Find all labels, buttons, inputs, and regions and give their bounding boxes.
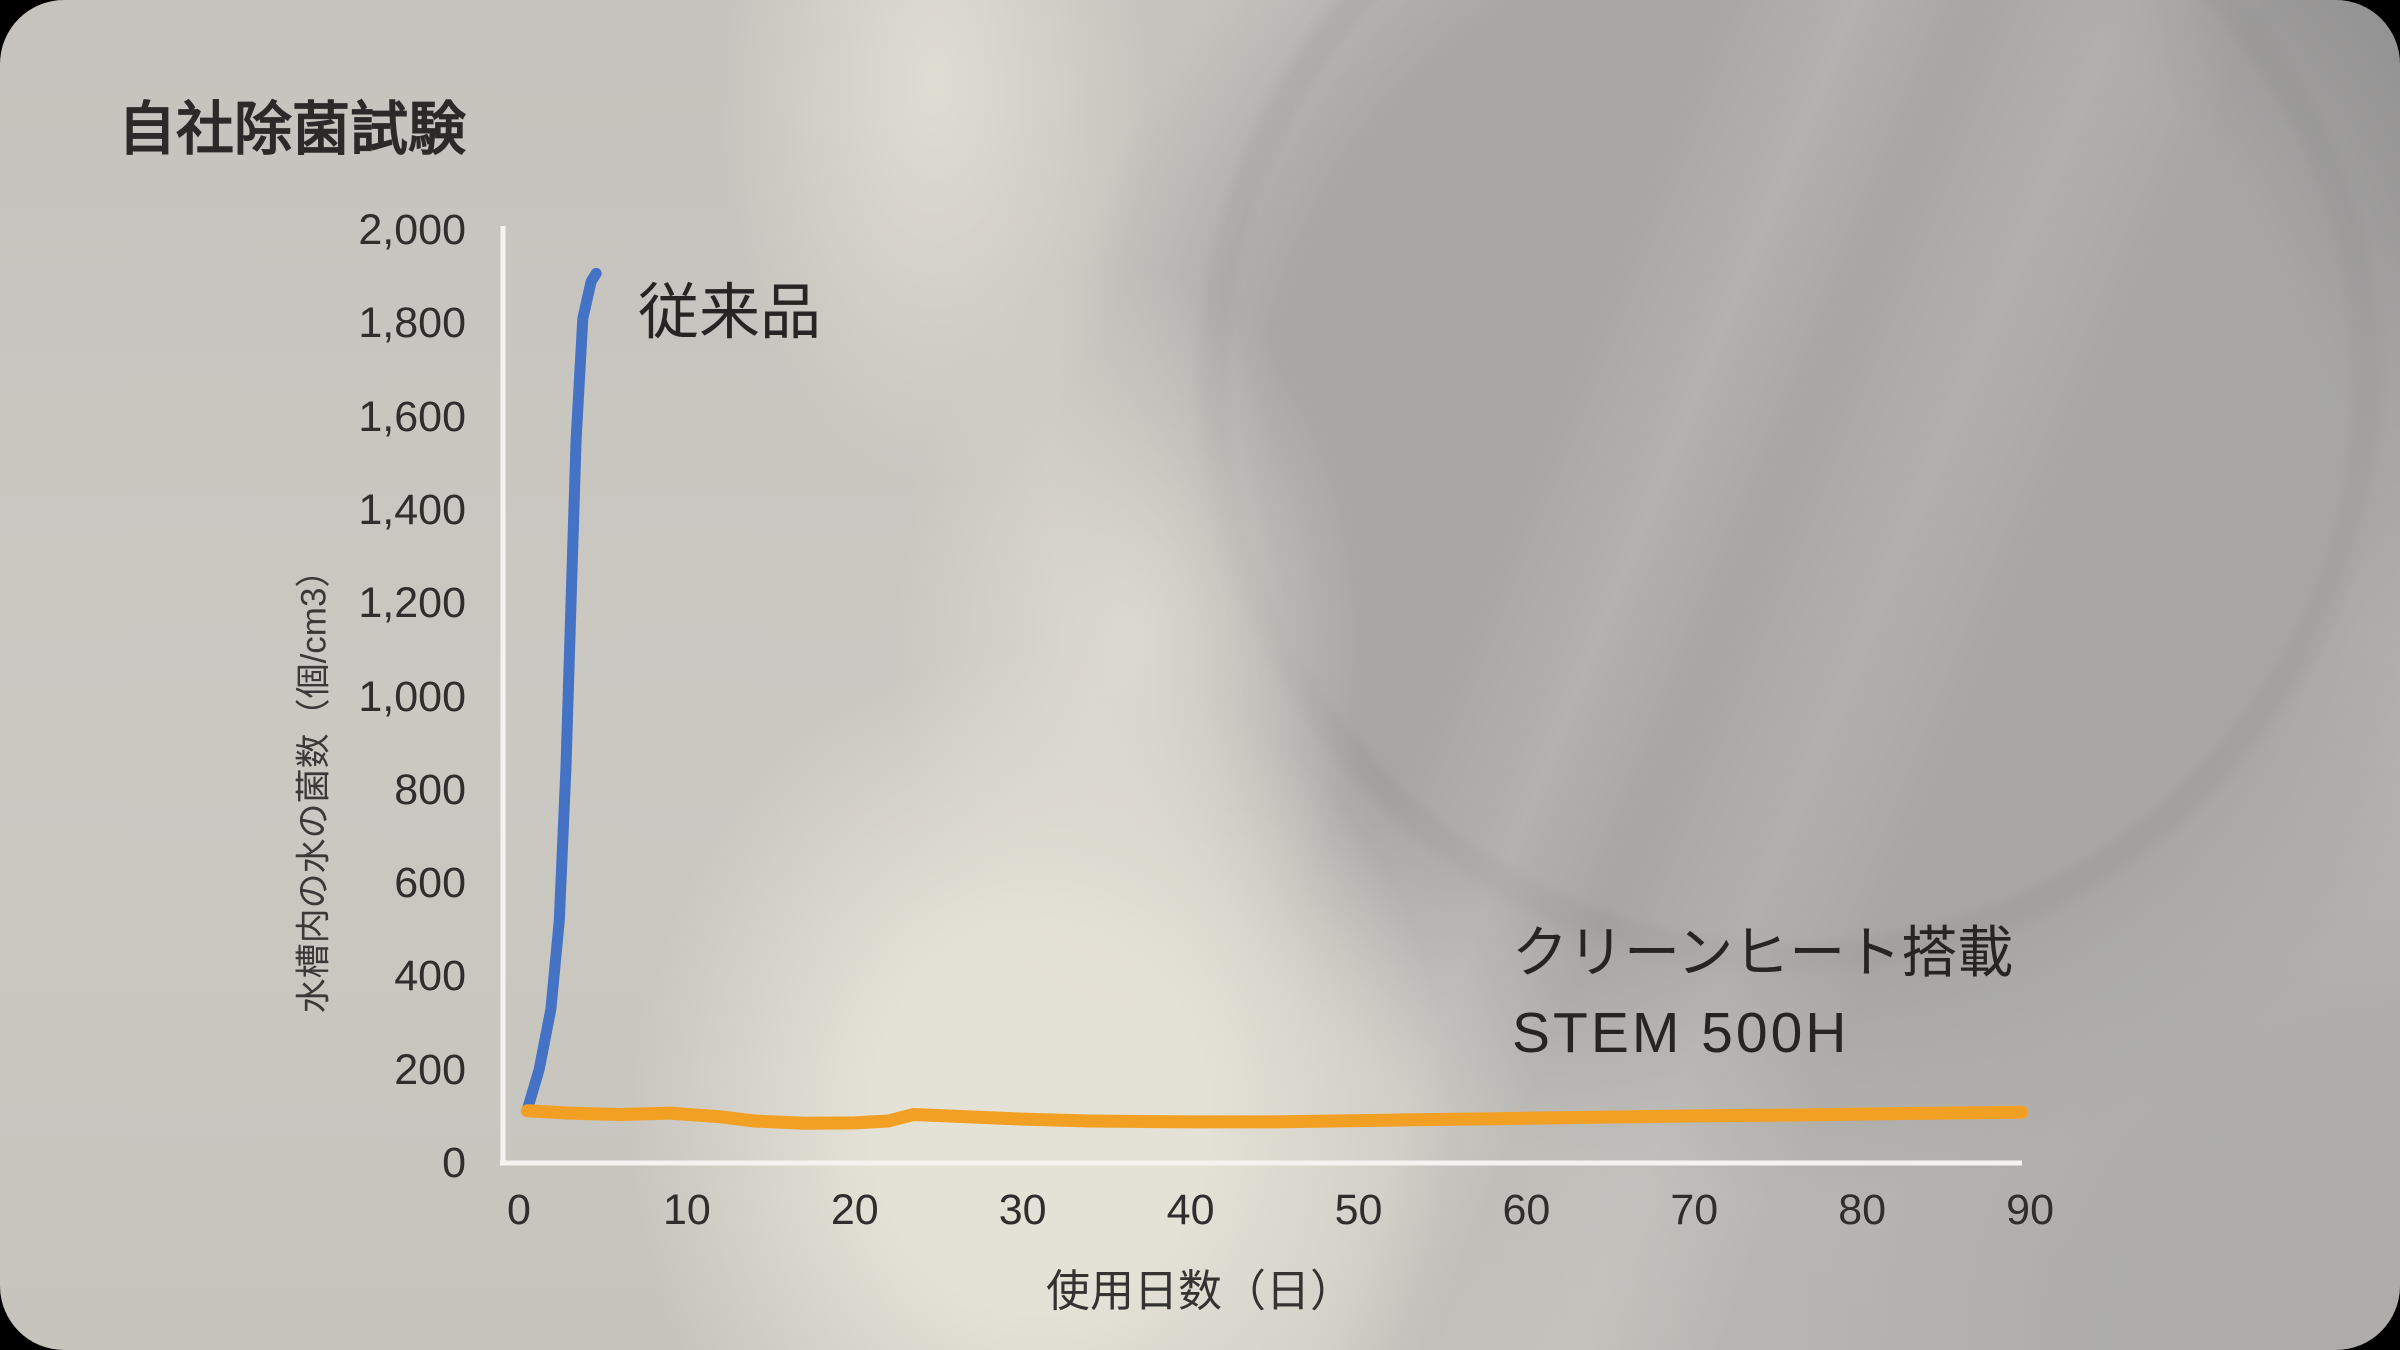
y-tick-label: 200	[394, 1045, 466, 1094]
x-tick-label: 90	[2006, 1186, 2055, 1234]
series-annotation-stem500h-line2: STEM 500H	[1512, 1001, 1850, 1065]
series-annotation-stem500h-line1: クリーンヒート搭載	[1512, 921, 2014, 984]
x-tick-label: 70	[1670, 1186, 1719, 1234]
y-tick-label: 800	[394, 765, 466, 814]
series-annotation-conventional: 従来品	[638, 278, 822, 346]
series-line-conventional	[521, 267, 602, 1115]
y-tick-label: 2,000	[358, 206, 466, 254]
y-tick-label: 1,200	[358, 579, 466, 628]
y-tick-label: 1,800	[358, 299, 466, 348]
x-axis-title: 使用日数（日）	[1046, 1267, 1354, 1316]
x-tick-label: 40	[1166, 1186, 1215, 1234]
x-tick-label: 10	[662, 1186, 711, 1234]
y-tick-label: 1,400	[358, 485, 466, 534]
x-tick-label: 80	[1838, 1186, 1887, 1234]
y-tick-label: 600	[394, 859, 466, 908]
x-tick-label: 30	[998, 1186, 1047, 1234]
chart-title: 自社除菌試験	[118, 97, 467, 162]
y-tick-label: 1,000	[358, 672, 466, 721]
y-tick-label: 1,600	[358, 392, 466, 441]
series-line-stem500h	[520, 1104, 2029, 1130]
y-tick-label: 400	[394, 952, 466, 1001]
y-tick-label: 0	[442, 1139, 466, 1187]
x-tick-label: 0	[507, 1186, 531, 1234]
x-tick-label: 20	[830, 1186, 879, 1234]
x-tick-label: 50	[1334, 1186, 1383, 1234]
x-tick-label: 60	[1502, 1186, 1551, 1234]
